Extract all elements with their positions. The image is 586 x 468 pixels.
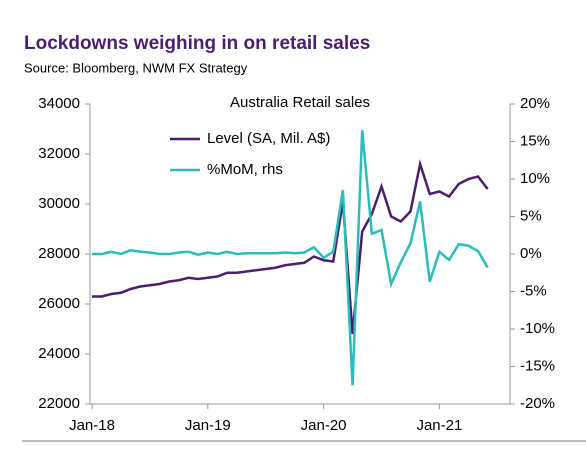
series-line [92, 130, 489, 386]
y2-tick-label: -20% [520, 395, 555, 412]
y2-tick-label: 15% [520, 132, 550, 149]
series-line [92, 159, 489, 335]
x-tick-label: Jan-19 [185, 417, 231, 434]
y-tick-label: 22000 [38, 395, 80, 412]
chart-title: Australia Retail sales [230, 94, 370, 111]
source: Source: Bloomberg, NWM FX Strategy [24, 60, 248, 75]
header-title: Lockdowns weighing in on retail sales [24, 33, 370, 54]
y-tick-label: 26000 [38, 295, 80, 312]
y2-tick-label: -15% [520, 357, 555, 374]
y-tick-label: 32000 [38, 145, 80, 162]
y2-tick-label: 20% [520, 95, 550, 112]
y-tick-label: 28000 [38, 245, 80, 262]
x-tick-label: Jan-20 [301, 417, 347, 434]
y2-tick-label: 10% [520, 170, 550, 187]
x-tick-label: Jan-21 [416, 417, 462, 434]
y2-tick-label: -5% [520, 282, 547, 299]
y-tick-label: 24000 [38, 345, 80, 362]
y2-tick-label: -10% [520, 320, 555, 337]
y2-tick-label: 0% [520, 245, 542, 262]
legend-label: Level (SA, Mil. A$) [207, 130, 330, 147]
legend-label: %MoM, rhs [207, 161, 283, 178]
y-tick-label: 34000 [38, 95, 80, 112]
y-tick-label: 30000 [38, 195, 80, 212]
y2-tick-label: 5% [520, 207, 542, 224]
x-tick-label: Jan-18 [69, 417, 115, 434]
